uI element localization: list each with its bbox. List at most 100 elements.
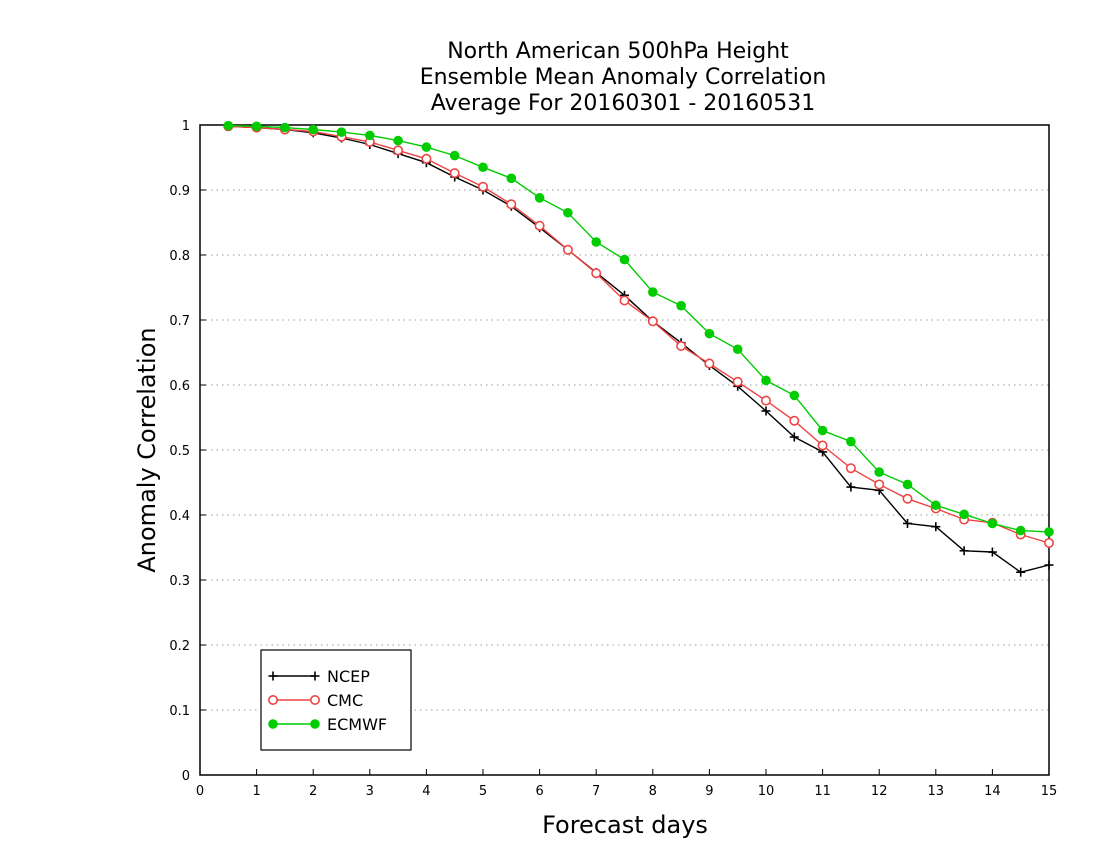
data-point-ecmwf <box>393 135 403 146</box>
y-tick-label: 0.5 <box>169 444 190 459</box>
data-point-ecmwf <box>789 390 800 401</box>
data-point-ecmwf <box>761 375 771 386</box>
data-point-cmc <box>506 199 517 210</box>
data-point-cmc <box>1044 537 1055 548</box>
data-point-ecmwf <box>931 500 941 511</box>
data-point-ncep <box>789 432 799 442</box>
series-group <box>223 120 1055 577</box>
data-point-cmc <box>874 479 885 490</box>
y-tick-label: 1 <box>182 119 190 134</box>
data-point-cmc <box>676 340 687 351</box>
data-point-ecmwf <box>365 130 375 141</box>
data-point-ecmwf <box>421 142 432 152</box>
data-point-ecmwf <box>251 121 262 132</box>
y-tick-label: 0.2 <box>169 639 190 654</box>
data-point-ecmwf <box>478 162 488 173</box>
series-ncep <box>223 121 1054 577</box>
data-point-ecmwf <box>336 127 347 137</box>
legend-marker-cmc <box>309 694 320 705</box>
x-tick-label: 5 <box>479 784 487 799</box>
y-axis-label: Anomaly Correlation <box>133 327 161 572</box>
legend-marker-ecmwf <box>268 719 278 729</box>
series-cmc <box>223 121 1055 548</box>
x-tick-label: 14 <box>984 784 1001 799</box>
series-line-cmc <box>228 125 1050 544</box>
data-point-cmc <box>647 316 658 327</box>
data-point-ecmwf <box>223 120 234 131</box>
y-tick-label: 0.4 <box>169 509 190 524</box>
x-tick-label: 0 <box>196 784 204 799</box>
data-point-ecmwf <box>648 287 658 297</box>
legend-item-ecmwf: ECMWF <box>268 715 387 734</box>
y-tick-label: 0.8 <box>169 249 190 264</box>
data-point-cmc <box>704 358 715 369</box>
data-point-ncep <box>931 522 941 532</box>
x-tick-label: 2 <box>309 784 317 799</box>
legend-label-ncep: NCEP <box>327 667 370 686</box>
title-line-1: North American 500hPa Height <box>447 39 789 64</box>
data-point-cmc <box>534 220 545 231</box>
data-point-ncep <box>987 547 997 557</box>
data-point-ecmwf <box>449 150 460 161</box>
x-tick-label: 13 <box>928 784 945 799</box>
x-tick-label: 9 <box>705 784 713 799</box>
x-tick-label: 7 <box>592 784 600 799</box>
data-point-cmc <box>449 168 460 179</box>
legend-item-ncep: NCEP <box>268 667 370 686</box>
data-point-cmc <box>591 268 602 279</box>
data-point-ncep <box>959 546 969 556</box>
data-point-ecmwf <box>987 518 998 529</box>
data-point-ncep <box>846 482 856 492</box>
data-point-cmc <box>845 463 856 474</box>
x-tick-label: 1 <box>252 784 260 799</box>
data-point-ecmwf <box>1044 527 1054 537</box>
x-tick-label: 4 <box>422 784 430 799</box>
title-line-2: Ensemble Mean Anomaly Correlation <box>420 65 827 90</box>
data-point-ecmwf <box>619 254 630 265</box>
data-point-ncep <box>1044 560 1054 570</box>
data-point-ecmwf <box>874 467 884 477</box>
data-point-cmc <box>902 493 913 504</box>
legend-marker-ncep <box>310 671 320 681</box>
data-point-cmc <box>421 153 432 164</box>
x-tick-label: 6 <box>535 784 543 799</box>
data-point-cmc <box>760 395 771 406</box>
y-tick-label: 0.7 <box>169 314 190 329</box>
data-point-ecmwf <box>534 193 545 203</box>
legend-marker-ecmwf <box>310 719 320 729</box>
x-tick-label: 10 <box>758 784 775 799</box>
data-point-ecmwf <box>280 122 290 133</box>
chart-title: North American 500hPa Height Ensemble Me… <box>420 39 827 116</box>
data-point-ecmwf <box>591 237 601 247</box>
axis-ticks: 00.10.20.30.40.50.60.70.80.910 1 2 3 4 5 6 7 8 9 1… <box>169 119 1057 799</box>
x-tick-label: 8 <box>649 784 657 799</box>
data-point-ecmwf <box>506 173 517 184</box>
data-point-ecmwf <box>676 300 686 311</box>
data-point-ecmwf <box>1015 525 1026 536</box>
data-point-ecmwf <box>846 436 856 447</box>
data-point-ncep <box>903 518 912 528</box>
data-point-ecmwf <box>704 328 715 339</box>
x-tick-label: 12 <box>871 784 888 799</box>
data-point-cmc <box>477 181 488 192</box>
data-point-cmc <box>817 440 828 451</box>
data-point-ecmwf <box>308 124 319 135</box>
series-ecmwf <box>223 120 1054 537</box>
data-point-cmc <box>789 415 800 426</box>
y-tick-label: 0.6 <box>169 379 190 394</box>
data-point-ecmwf <box>902 479 913 490</box>
data-point-ecmwf <box>732 344 743 355</box>
legend-label-cmc: CMC <box>327 691 363 710</box>
y-tick-label: 0 <box>182 769 190 784</box>
series-line-ecmwf <box>228 124 1050 533</box>
x-axis-label: Forecast days <box>542 811 708 839</box>
x-tick-label: 15 <box>1041 784 1058 799</box>
data-point-cmc <box>562 244 573 255</box>
data-point-cmc <box>393 145 404 156</box>
title-line-3: Average For 20160301 - 20160531 <box>431 91 816 116</box>
y-tick-label: 0.9 <box>169 184 190 199</box>
legend: NCEP CMC ECMWF <box>260 649 412 751</box>
x-tick-label: 11 <box>814 784 831 799</box>
data-point-ecmwf <box>959 509 969 520</box>
